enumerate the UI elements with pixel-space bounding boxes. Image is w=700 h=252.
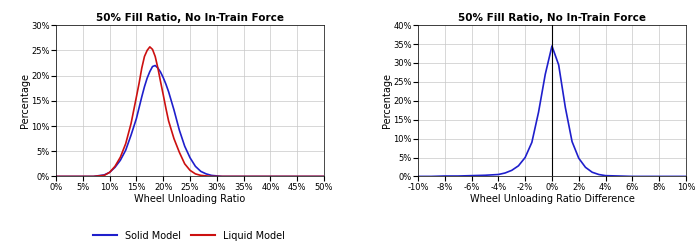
Liquid Model: [213, 175, 221, 178]
Liquid Model: [320, 175, 328, 178]
Solid Model: [186, 156, 194, 159]
Liquid Model: [202, 174, 210, 177]
Solid Model: [202, 172, 210, 175]
Liquid Model: [100, 174, 108, 177]
Solid Model: [116, 159, 125, 162]
Solid Model: [143, 77, 151, 80]
Line: Liquid Model: Liquid Model: [56, 47, 324, 176]
Line: Solid Model: Solid Model: [56, 66, 324, 176]
Solid Model: [148, 65, 157, 68]
Solid Model: [132, 117, 141, 120]
Solid Model: [90, 175, 98, 178]
Solid Model: [146, 70, 154, 73]
Liquid Model: [154, 67, 162, 70]
Solid Model: [156, 71, 164, 74]
Liquid Model: [175, 151, 183, 154]
Liquid Model: [151, 55, 160, 58]
Liquid Model: [229, 175, 237, 178]
Y-axis label: Percentage: Percentage: [20, 73, 29, 128]
Solid Model: [191, 165, 200, 168]
X-axis label: Wheel Unloading Ratio: Wheel Unloading Ratio: [134, 195, 246, 204]
Liquid Model: [127, 122, 135, 125]
Liquid Model: [181, 162, 189, 165]
Solid Model: [218, 175, 226, 178]
Solid Model: [181, 145, 189, 148]
Solid Model: [140, 85, 148, 88]
Solid Model: [164, 90, 173, 93]
Liquid Model: [191, 172, 200, 175]
Solid Model: [162, 83, 170, 86]
Liquid Model: [122, 142, 130, 145]
Liquid Model: [132, 95, 141, 98]
Liquid Model: [162, 107, 170, 110]
Solid Model: [52, 175, 60, 178]
Solid Model: [167, 99, 176, 102]
Liquid Model: [218, 175, 226, 178]
Solid Model: [159, 76, 167, 79]
Liquid Model: [164, 119, 173, 122]
Liquid Model: [146, 45, 154, 48]
Liquid Model: [148, 48, 157, 51]
Legend: Solid Model, Liquid Model: Solid Model, Liquid Model: [89, 227, 289, 245]
Solid Model: [197, 170, 205, 173]
Liquid Model: [197, 174, 205, 177]
Liquid Model: [106, 171, 114, 174]
Solid Model: [127, 134, 135, 137]
Liquid Model: [140, 55, 148, 58]
Liquid Model: [207, 175, 216, 178]
Liquid Model: [170, 137, 178, 140]
Solid Model: [154, 67, 162, 70]
Solid Model: [122, 149, 130, 152]
Solid Model: [320, 175, 328, 178]
Title: 50% Fill Ratio, No In-Train Force: 50% Fill Ratio, No In-Train Force: [458, 13, 646, 23]
Liquid Model: [138, 67, 146, 70]
Liquid Model: [90, 175, 98, 178]
Solid Model: [175, 129, 183, 132]
Liquid Model: [186, 169, 194, 172]
Solid Model: [111, 166, 119, 169]
Liquid Model: [135, 82, 143, 85]
Solid Model: [170, 108, 178, 111]
Liquid Model: [52, 175, 60, 178]
Y-axis label: Percentage: Percentage: [382, 73, 392, 128]
Title: 50% Fill Ratio, No In-Train Force: 50% Fill Ratio, No In-Train Force: [96, 13, 284, 23]
X-axis label: Wheel Unloading Ratio Difference: Wheel Unloading Ratio Difference: [470, 195, 634, 204]
Solid Model: [229, 175, 237, 178]
Solid Model: [106, 171, 114, 174]
Liquid Model: [143, 49, 151, 52]
Liquid Model: [111, 165, 119, 168]
Liquid Model: [156, 80, 164, 83]
Liquid Model: [116, 156, 125, 159]
Solid Model: [213, 174, 221, 177]
Liquid Model: [159, 93, 167, 96]
Solid Model: [100, 173, 108, 176]
Solid Model: [138, 95, 146, 98]
Solid Model: [207, 174, 216, 177]
Solid Model: [151, 64, 160, 67]
